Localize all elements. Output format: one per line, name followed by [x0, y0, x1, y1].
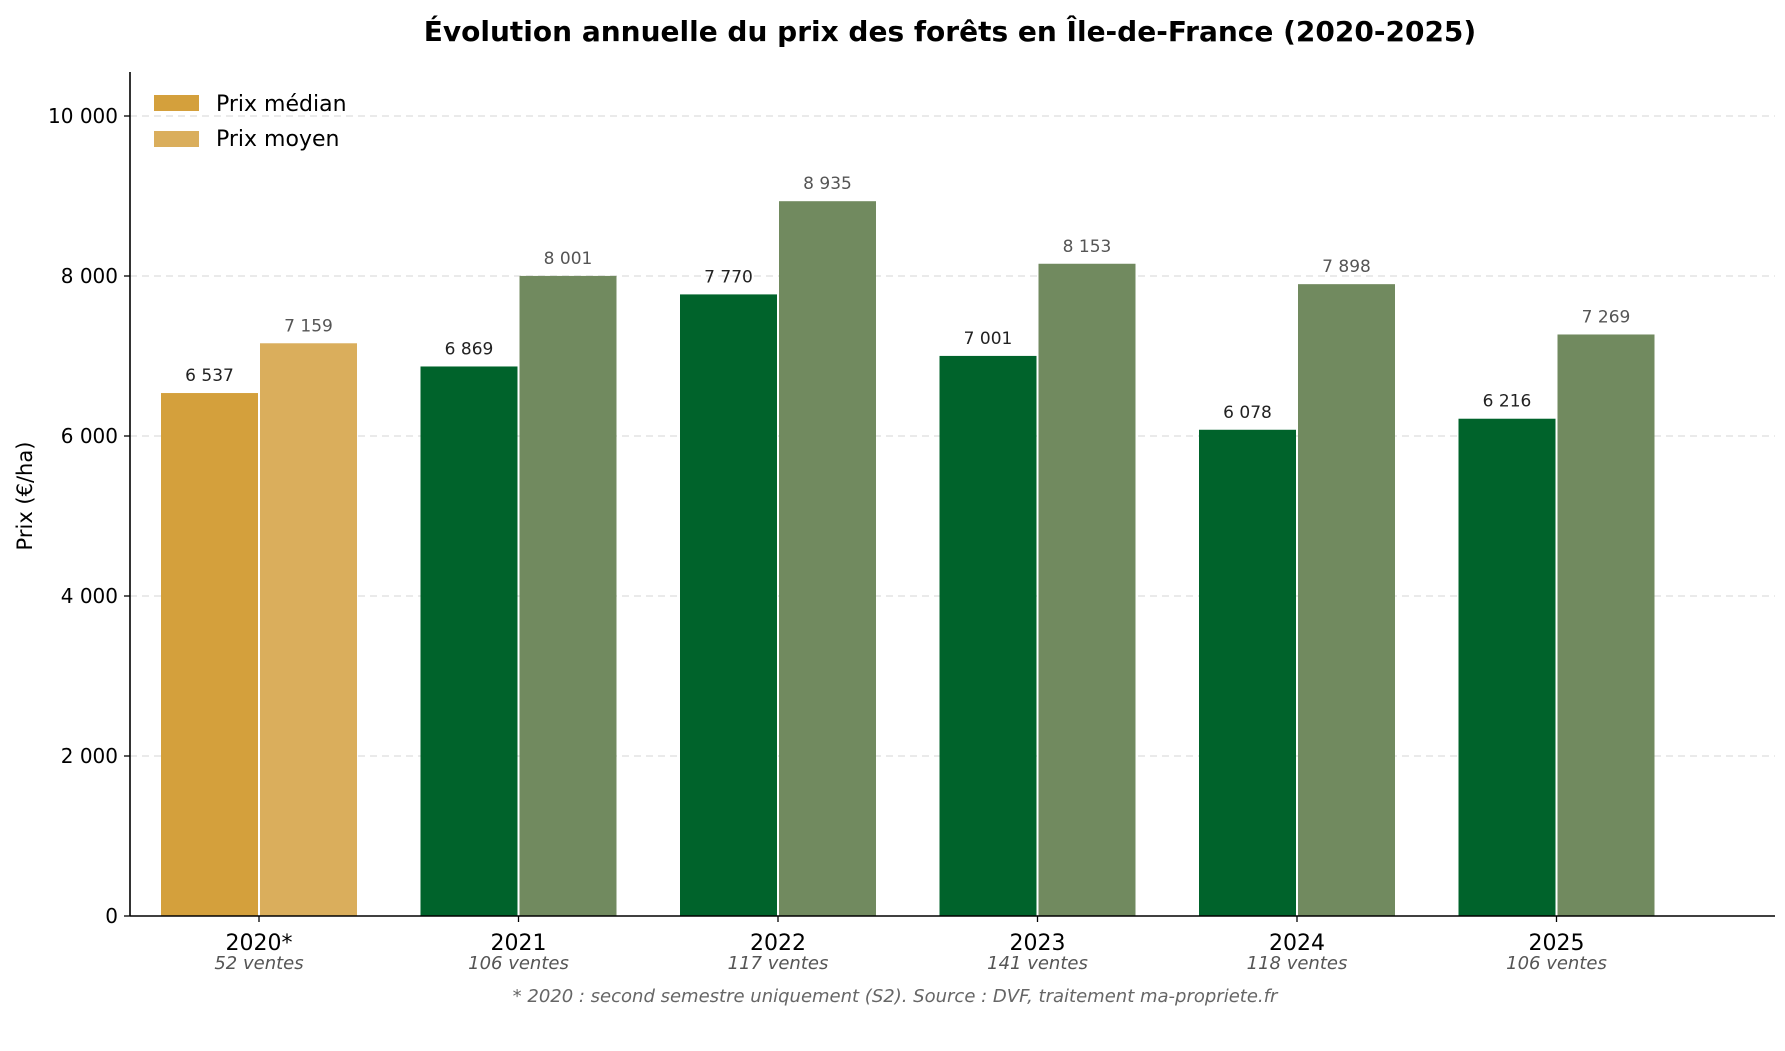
value-label-mean: 7 159 [284, 316, 333, 336]
legend-label-mean: Prix moyen [216, 127, 339, 152]
sales-count-label: 117 ventes [728, 953, 829, 974]
y-tick-label: 2 000 [61, 744, 118, 768]
bar-mean [260, 343, 357, 916]
bars [161, 201, 1655, 917]
x-tick-label: 2024 [1269, 931, 1325, 956]
x-tick-label: 2022 [750, 931, 806, 956]
x-tick-label: 2025 [1529, 931, 1585, 956]
value-label-median: 6 537 [185, 366, 234, 386]
chart-title: Évolution annuelle du prix des forêts en… [424, 14, 1476, 48]
legend-swatch-median [154, 95, 199, 111]
footnote: * 2020 : second semestre uniquement (S2)… [513, 986, 1279, 1007]
legend: Prix médian Prix moyen [154, 92, 347, 152]
bar-median [161, 393, 258, 916]
value-label-mean: 8 001 [544, 249, 593, 269]
y-tick-label: 0 [105, 904, 118, 928]
sales-count-label: 141 ventes [987, 953, 1088, 974]
y-tick-label: 4 000 [61, 584, 118, 608]
value-label-mean: 7 269 [1582, 307, 1631, 327]
bar-mean [519, 275, 617, 916]
x-tick-label: 2021 [491, 931, 547, 956]
value-labels: 6 537 7 159 6 869 8 001 7 770 8 935 7 001 8 153… [185, 174, 1630, 423]
value-label-median: 7 001 [964, 329, 1013, 349]
value-label-mean: 8 935 [803, 174, 852, 194]
value-label-median: 7 770 [704, 267, 753, 287]
bar-median [939, 355, 1037, 916]
y-tick-label: 10 000 [48, 104, 118, 128]
bar-median [1199, 429, 1296, 916]
legend-label-median: Prix médian [216, 92, 347, 117]
sales-count-label: 52 ventes [214, 953, 303, 974]
value-label-median: 6 216 [1483, 392, 1532, 412]
bar-mean [1038, 263, 1136, 916]
value-label-median: 6 078 [1223, 403, 1272, 423]
bar-median [680, 294, 777, 916]
bar-mean [779, 201, 876, 916]
sales-count-label: 106 ventes [1506, 953, 1607, 974]
bar-mean [1298, 284, 1395, 916]
bar-mean [1557, 334, 1655, 917]
y-tick-label: 8 000 [61, 264, 118, 288]
sales-count-label: 118 ventes [1247, 953, 1348, 974]
bar-median [1458, 418, 1556, 916]
x-tick-label: 2023 [1010, 931, 1066, 956]
legend-swatch-mean [154, 131, 199, 147]
value-label-median: 6 869 [445, 339, 494, 359]
value-label-mean: 8 153 [1063, 237, 1112, 257]
y-ticks: 0 2 000 4 000 6 000 8 000 10 000 [48, 104, 130, 928]
value-label-mean: 7 898 [1322, 257, 1371, 277]
y-tick-label: 6 000 [61, 424, 118, 448]
y-axis-label: Prix (€/ha) [13, 442, 37, 551]
x-tick-label: 2020* [226, 931, 293, 956]
bar-median [420, 366, 518, 917]
sales-count-label: 106 ventes [468, 953, 569, 974]
